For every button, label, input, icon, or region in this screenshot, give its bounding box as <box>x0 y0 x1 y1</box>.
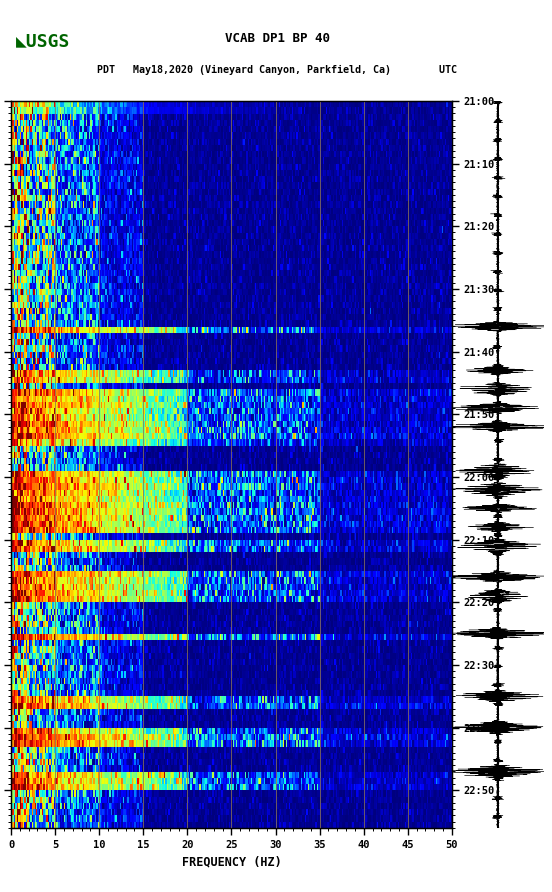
Text: ◣USGS: ◣USGS <box>17 32 71 51</box>
Text: PDT   May18,2020 (Vineyard Canyon, Parkfield, Ca)        UTC: PDT May18,2020 (Vineyard Canyon, Parkfie… <box>97 65 458 75</box>
X-axis label: FREQUENCY (HZ): FREQUENCY (HZ) <box>182 855 282 868</box>
Text: VCAB DP1 BP 40: VCAB DP1 BP 40 <box>225 32 330 45</box>
